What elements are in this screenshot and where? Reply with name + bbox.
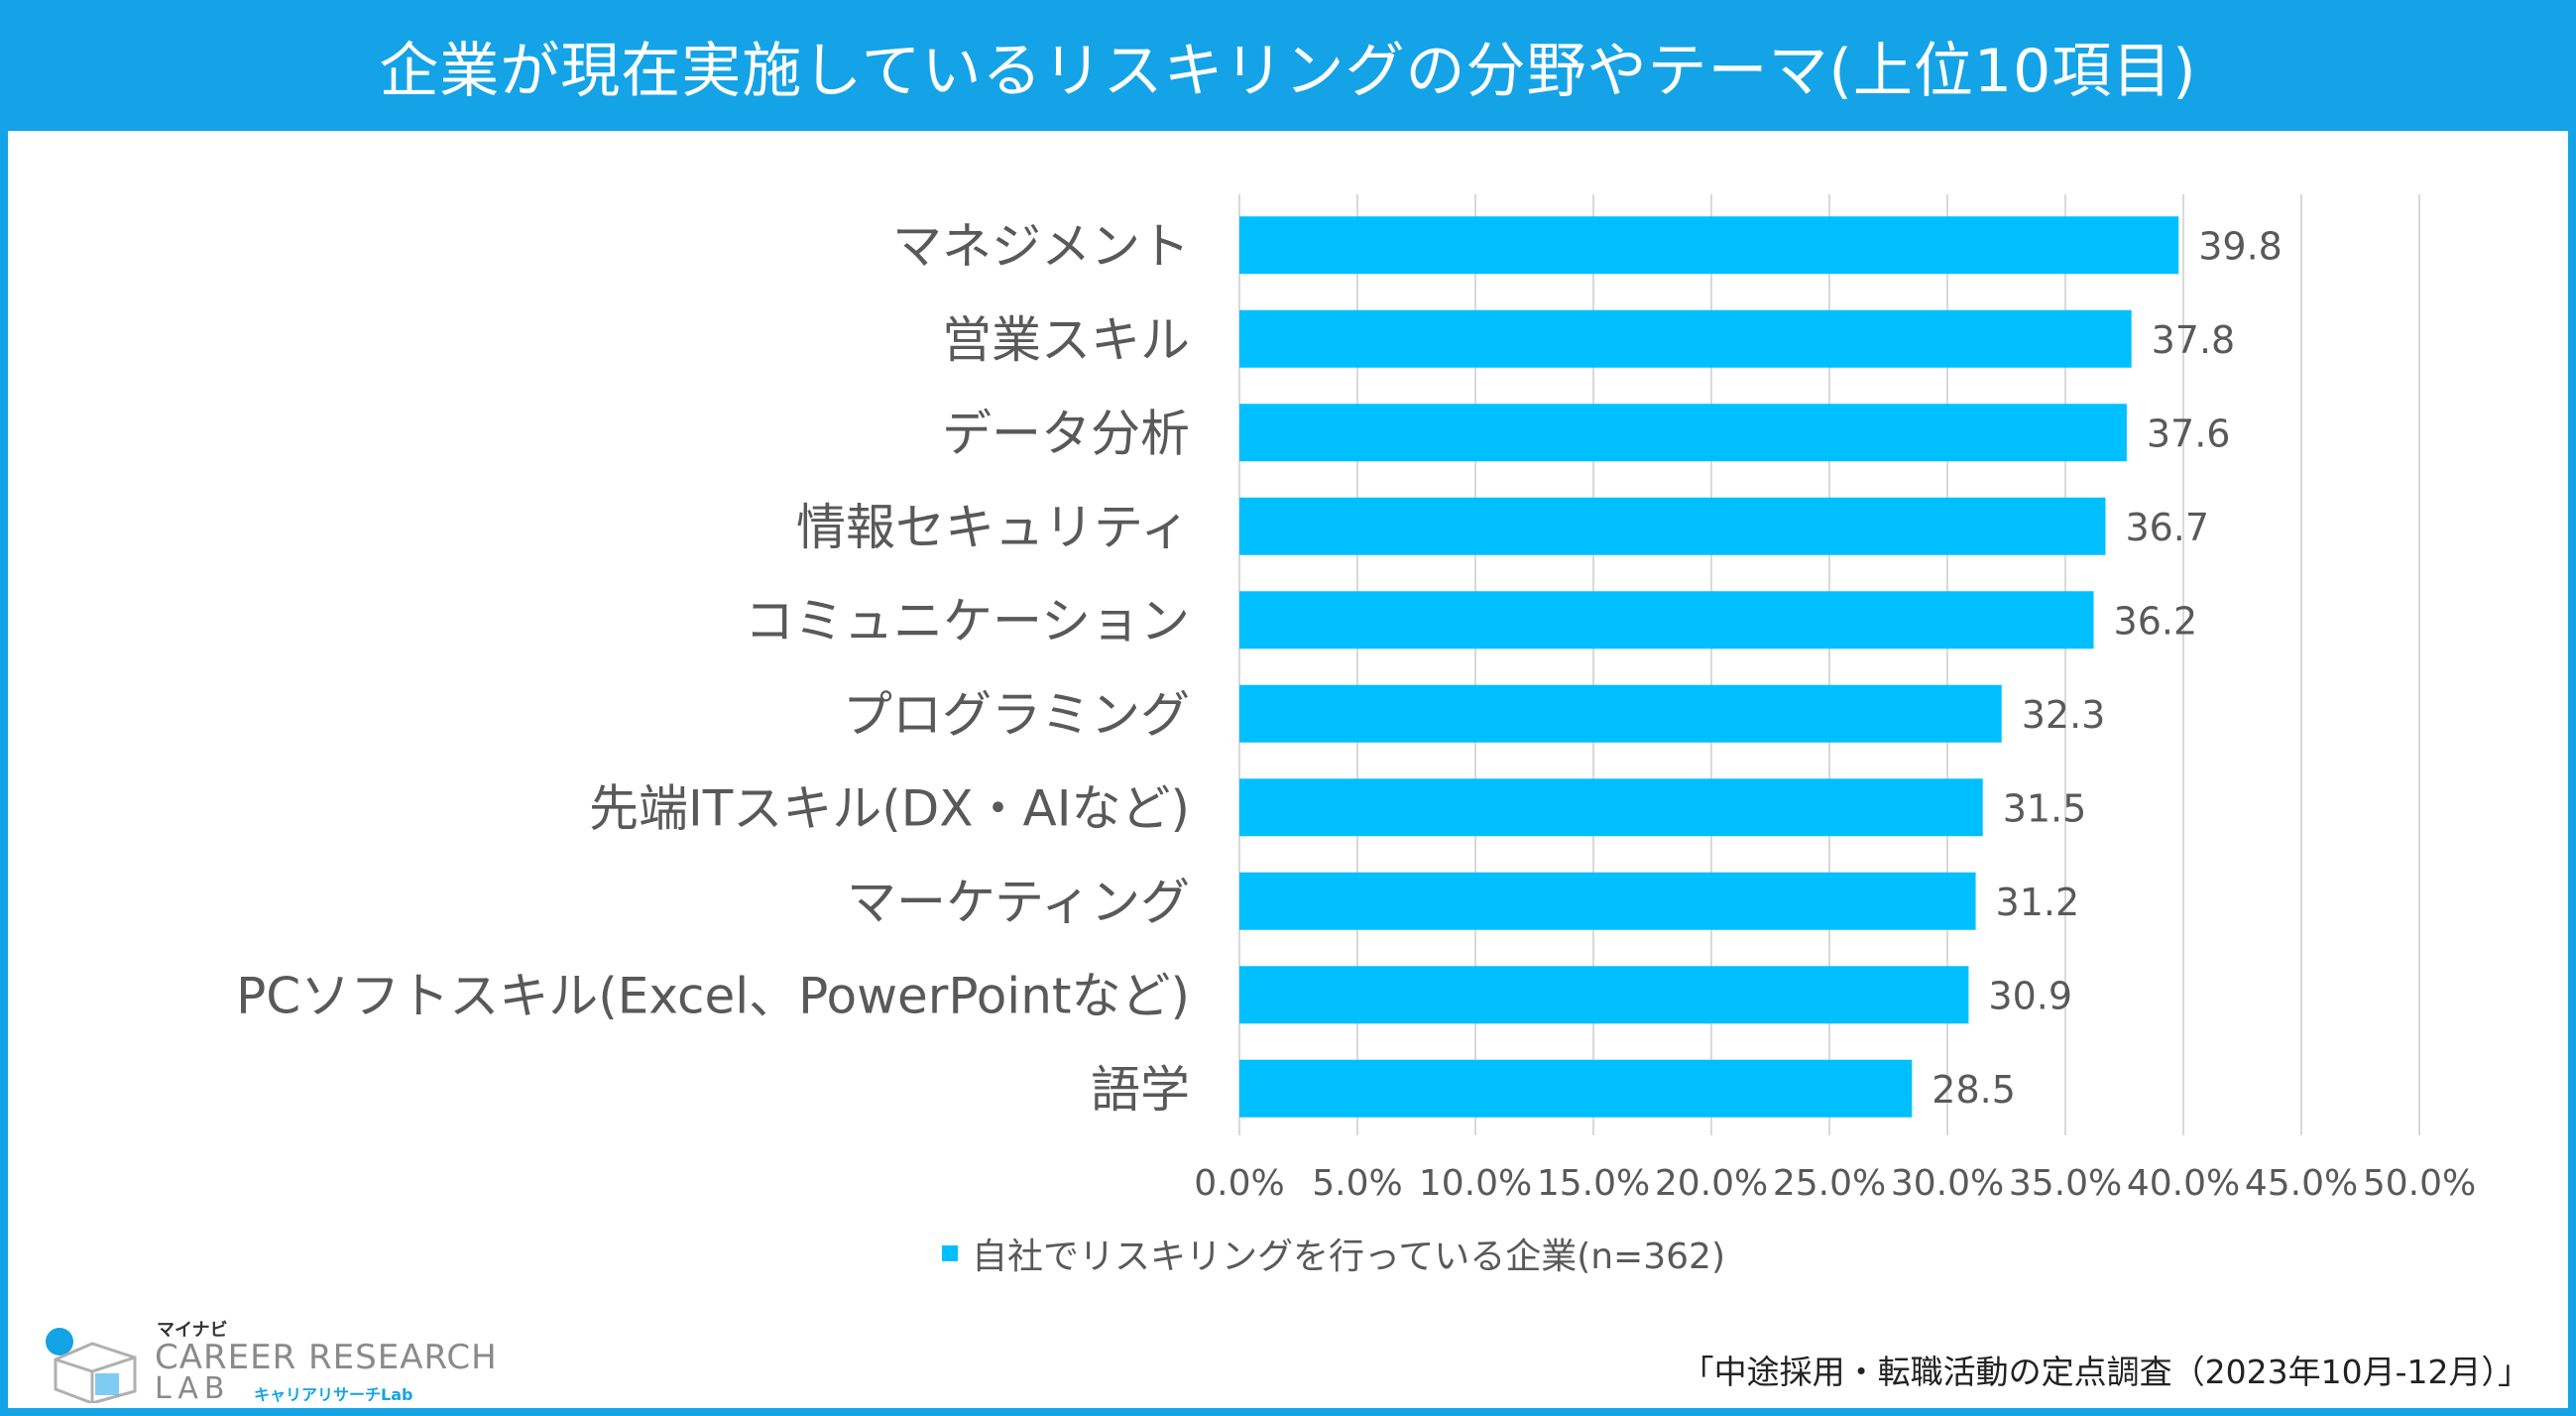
- x-tick-label-10: 50.0%: [2363, 1163, 2476, 1204]
- bar-6: [1239, 778, 1983, 837]
- logo-kana-top: マイナビ: [157, 1320, 228, 1341]
- x-tick-label-4: 20.0%: [1655, 1163, 1768, 1204]
- category-label-6: 先端ITスキル(DX・AIなど): [589, 779, 1190, 837]
- bar-9: [1239, 1059, 1913, 1118]
- category-label-1: 営業スキル: [942, 311, 1190, 369]
- bar-8: [1239, 966, 1969, 1024]
- x-tick-label-5: 25.0%: [1773, 1163, 1886, 1204]
- logo-line1: CAREER RESEARCH: [155, 1338, 498, 1377]
- x-tick-label-1: 5.0%: [1312, 1163, 1402, 1204]
- legend-label: 自社でリスキリングを行っている企業(n=362): [972, 1237, 1725, 1277]
- legend-swatch: [942, 1245, 958, 1261]
- x-tick-label-2: 10.0%: [1419, 1163, 1532, 1204]
- category-label-4: コミュニケーション: [745, 592, 1190, 649]
- bar-4: [1239, 591, 2094, 649]
- category-label-5: プログラミング: [843, 686, 1190, 744]
- career-research-lab-logo: マイナビ CAREER RESEARCH LAB キャリアリサーチLab: [38, 1314, 514, 1406]
- category-label-3: 情報セキュリティ: [796, 499, 1190, 556]
- data-label-8: 30.9: [1988, 974, 2072, 1017]
- chart-title-text: 企業が現在実施しているリスキリングの分野やテーマ(上位10項目): [379, 36, 2197, 106]
- data-label-9: 28.5: [1932, 1068, 2016, 1112]
- category-label-0: マネジメント: [892, 217, 1190, 275]
- logo-line2: LAB: [155, 1371, 231, 1406]
- bar-chart: マネジメント 39.8 営業スキル 37.8 データ分析 37.6 情報セキュリティ 36.7…: [236, 194, 2476, 1204]
- x-tick-label-6: 30.0%: [1891, 1163, 2004, 1204]
- logo-kana-bottom: キャリアリサーチLab: [254, 1385, 413, 1404]
- x-tick-label-3: 15.0%: [1537, 1163, 1650, 1204]
- data-label-0: 39.8: [2198, 224, 2283, 268]
- data-label-4: 36.2: [2114, 599, 2198, 643]
- data-label-7: 31.2: [1996, 881, 2080, 924]
- bar-0: [1239, 216, 2179, 275]
- logo-cube-icon: [46, 1328, 137, 1405]
- bar-1: [1239, 309, 2132, 368]
- legend: 自社でリスキリングを行っている企業(n=362): [942, 1228, 1725, 1279]
- source-note: 「中途採用・転職活動の定点調査（2023年10月-12月）」: [1681, 1353, 2530, 1391]
- x-tick-label-7: 35.0%: [2009, 1163, 2122, 1204]
- category-label-7: マーケティング: [847, 874, 1190, 931]
- bar-2: [1239, 404, 2127, 462]
- x-tick-label-9: 45.0%: [2245, 1163, 2358, 1204]
- bar-5: [1239, 684, 2002, 743]
- category-label-8: PCソフトスキル(Excel、PowerPointなど): [236, 967, 1190, 1024]
- data-label-2: 37.6: [2147, 412, 2231, 455]
- bar-3: [1239, 497, 2106, 555]
- data-label-6: 31.5: [2003, 786, 2087, 830]
- x-tick-label-0: 0.0%: [1194, 1163, 1284, 1204]
- data-label-3: 36.7: [2125, 506, 2209, 549]
- chart-title: 企業が現在実施しているリスキリングの分野やテーマ(上位10項目): [0, 0, 2576, 131]
- data-label-5: 32.3: [2022, 693, 2106, 737]
- bar-7: [1239, 872, 1976, 930]
- category-label-2: データ分析: [942, 405, 1190, 462]
- data-label-1: 37.8: [2152, 318, 2236, 362]
- category-label-9: 語学: [1091, 1061, 1190, 1119]
- x-tick-label-8: 40.0%: [2127, 1163, 2240, 1204]
